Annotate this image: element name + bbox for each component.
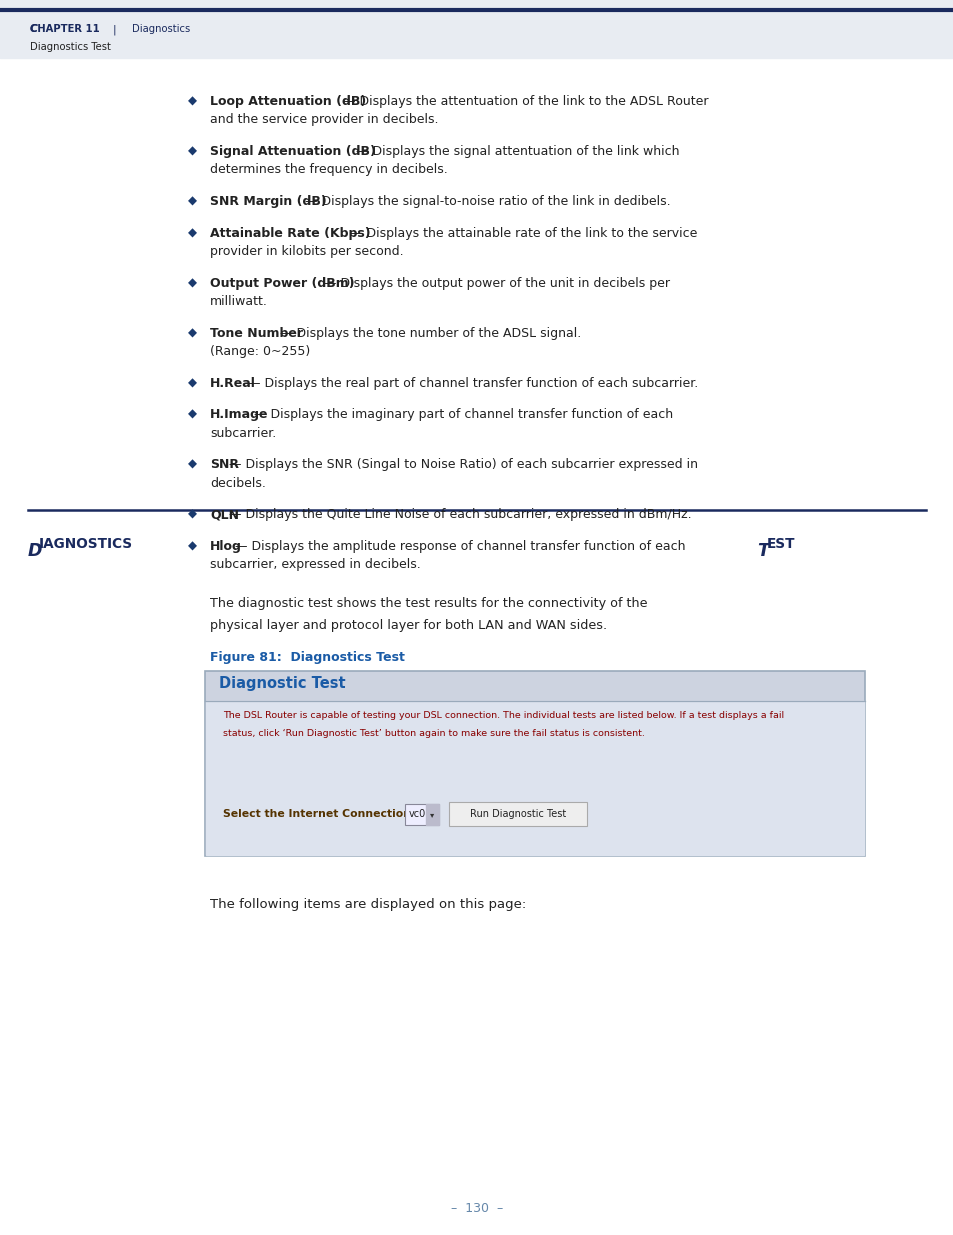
Text: status, click ‘Run Diagnostic Test’ button again to make sure the fail status is: status, click ‘Run Diagnostic Test’ butt… <box>223 729 644 737</box>
Text: and the service provider in decibels.: and the service provider in decibels. <box>210 114 438 126</box>
Text: ◆: ◆ <box>188 377 196 389</box>
Text: The diagnostic test shows the test results for the connectivity of the: The diagnostic test shows the test resul… <box>210 597 647 610</box>
FancyBboxPatch shape <box>405 804 438 825</box>
Text: ◆: ◆ <box>188 508 196 521</box>
Text: ◆: ◆ <box>188 95 196 107</box>
Text: H.Real: H.Real <box>210 377 255 389</box>
FancyBboxPatch shape <box>205 671 864 856</box>
Text: Diagnostics: Diagnostics <box>132 25 190 35</box>
Text: milliwatt.: milliwatt. <box>210 295 268 308</box>
Text: subcarrier, expressed in decibels.: subcarrier, expressed in decibels. <box>210 558 420 571</box>
Text: |: | <box>110 25 123 35</box>
Text: ◆: ◆ <box>188 458 196 471</box>
Text: physical layer and protocol layer for both LAN and WAN sides.: physical layer and protocol layer for bo… <box>210 619 606 632</box>
Text: — Displays the signal-to-noise ratio of the link in dedibels.: — Displays the signal-to-noise ratio of … <box>305 195 670 207</box>
FancyBboxPatch shape <box>449 802 586 826</box>
Text: Hlog: Hlog <box>210 540 242 552</box>
Text: The following items are displayed on this page:: The following items are displayed on thi… <box>210 898 526 911</box>
Text: QLN: QLN <box>210 508 239 521</box>
Text: (Range: 0~255): (Range: 0~255) <box>210 345 310 358</box>
Text: — Displays the signal attentuation of the link which: — Displays the signal attentuation of th… <box>355 144 679 158</box>
Text: C: C <box>30 25 38 35</box>
Text: determines the frequency in decibels.: determines the frequency in decibels. <box>210 163 447 177</box>
Text: ◆: ◆ <box>188 326 196 340</box>
Text: provider in kilobits per second.: provider in kilobits per second. <box>210 245 403 258</box>
Text: ◆: ◆ <box>188 277 196 289</box>
Text: decibels.: decibels. <box>210 477 266 489</box>
Text: — Displays the SNR (Singal to Noise Ratio) of each subcarrier expressed in: — Displays the SNR (Singal to Noise Rati… <box>229 458 698 471</box>
Text: Signal Attenuation (dB): Signal Attenuation (dB) <box>210 144 375 158</box>
Text: — Displays the tone number of the ADSL signal.: — Displays the tone number of the ADSL s… <box>279 326 580 340</box>
Text: SNR Margin (dB): SNR Margin (dB) <box>210 195 327 207</box>
Text: ◆: ◆ <box>188 195 196 207</box>
Bar <box>206 701 863 855</box>
Text: CHAPTER 11: CHAPTER 11 <box>30 25 100 35</box>
Text: The DSL Router is capable of testing your DSL connection. The individual tests a: The DSL Router is capable of testing you… <box>223 711 783 720</box>
Text: Tone Number: Tone Number <box>210 326 303 340</box>
Text: ◆: ◆ <box>188 226 196 240</box>
Text: IAGNOSTICS: IAGNOSTICS <box>38 537 132 552</box>
Text: Output Power (dBm): Output Power (dBm) <box>210 277 355 289</box>
Text: ▾: ▾ <box>430 810 435 820</box>
Text: Loop Attenuation (dB): Loop Attenuation (dB) <box>210 95 366 107</box>
Text: — Displays the amplitude response of channel transfer function of each: — Displays the amplitude response of cha… <box>235 540 685 552</box>
Text: H.Image: H.Image <box>210 408 268 421</box>
Bar <box>426 804 438 825</box>
Text: ◆: ◆ <box>188 408 196 421</box>
Text: Diagnostics Test: Diagnostics Test <box>30 42 111 53</box>
Text: EST: EST <box>765 537 794 552</box>
Text: Run Diagnostic Test: Run Diagnostic Test <box>470 809 565 819</box>
Bar <box>0 0 953 58</box>
Text: vc0: vc0 <box>409 809 426 819</box>
Text: — Displays the output power of the unit in decibels per: — Displays the output power of the unit … <box>324 277 670 289</box>
Text: D: D <box>28 542 42 559</box>
Text: Attainable Rate (Kbps): Attainable Rate (Kbps) <box>210 226 370 240</box>
Text: Figure 81:  Diagnostics Test: Figure 81: Diagnostics Test <box>210 651 404 664</box>
Text: Select the Internet Connection:: Select the Internet Connection: <box>223 809 416 819</box>
Text: — Displays the attentuation of the link to the ADSL Router: — Displays the attentuation of the link … <box>343 95 708 107</box>
Text: — Displays the real part of channel transfer function of each subcarrier.: — Displays the real part of channel tran… <box>248 377 698 389</box>
Text: SNR: SNR <box>210 458 239 471</box>
Text: ◆: ◆ <box>188 144 196 158</box>
Text: ◆: ◆ <box>188 540 196 552</box>
Text: T: T <box>757 542 768 559</box>
Text: subcarrier.: subcarrier. <box>210 426 276 440</box>
Text: –  130  –: – 130 – <box>451 1202 502 1215</box>
Text: Diagnostic Test: Diagnostic Test <box>219 676 345 692</box>
Text: — Displays the attainable rate of the link to the service: — Displays the attainable rate of the li… <box>350 226 697 240</box>
Text: — Displays the imaginary part of channel transfer function of each: — Displays the imaginary part of channel… <box>254 408 673 421</box>
Text: — Displays the Quite Line Noise of each subcarrier, expressed in dBm/Hz.: — Displays the Quite Line Noise of each … <box>229 508 691 521</box>
